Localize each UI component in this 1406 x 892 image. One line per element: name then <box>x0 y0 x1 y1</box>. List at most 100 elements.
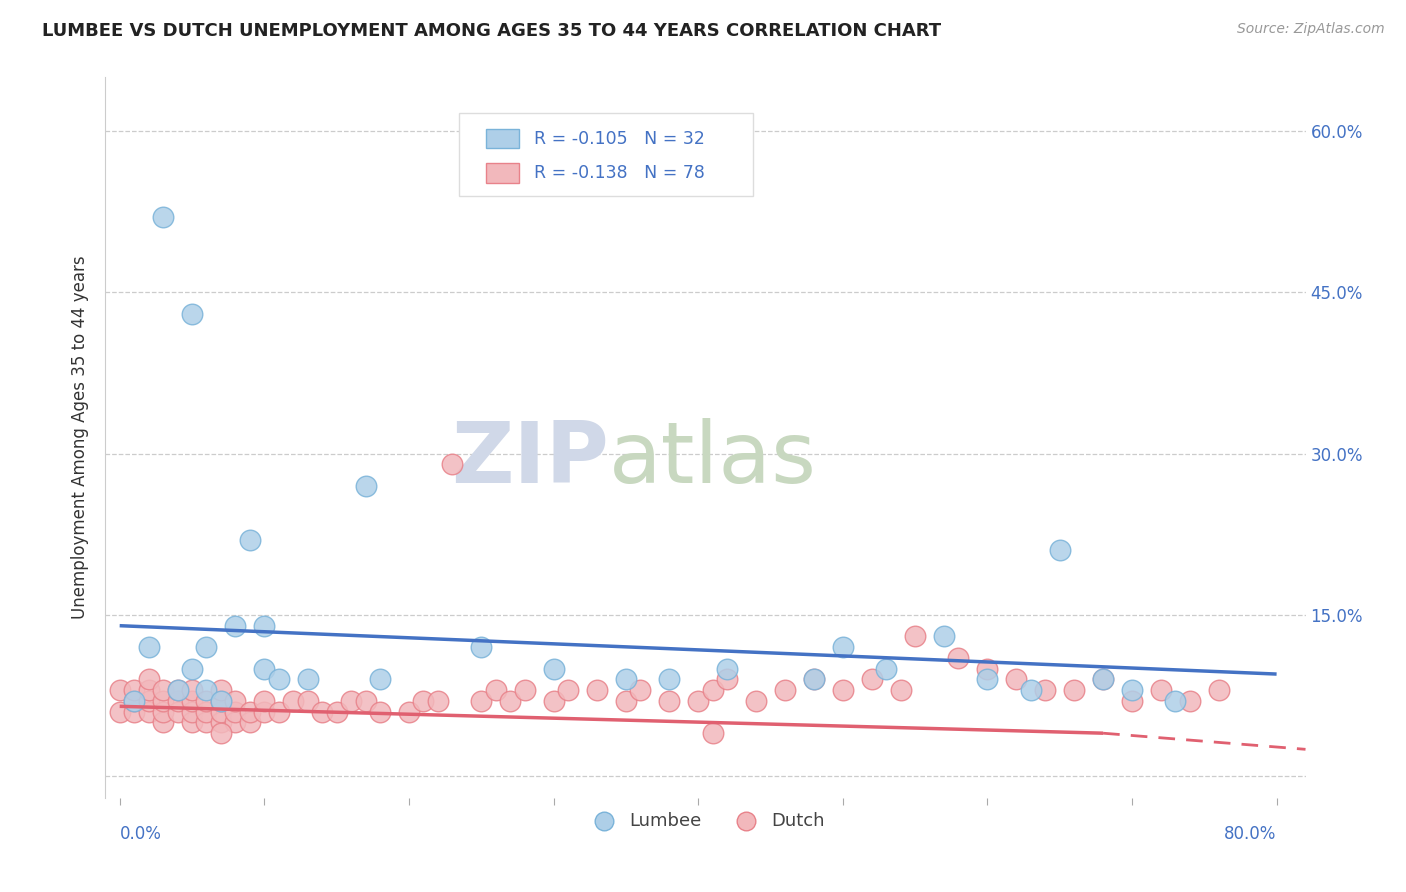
Bar <box>485 163 519 183</box>
Point <box>283 694 305 708</box>
Point <box>1208 683 1230 698</box>
Point <box>108 705 131 719</box>
Point <box>152 694 174 708</box>
Point <box>557 683 579 698</box>
Point <box>239 533 262 547</box>
Point <box>658 694 681 708</box>
Point <box>354 479 377 493</box>
Point <box>1092 673 1115 687</box>
Text: atlas: atlas <box>609 417 817 500</box>
Point <box>152 210 174 224</box>
Point <box>614 673 637 687</box>
Point <box>122 694 145 708</box>
Point <box>209 694 232 708</box>
Point <box>122 705 145 719</box>
Point <box>152 705 174 719</box>
Text: LUMBEE VS DUTCH UNEMPLOYMENT AMONG AGES 35 TO 44 YEARS CORRELATION CHART: LUMBEE VS DUTCH UNEMPLOYMENT AMONG AGES … <box>42 22 941 40</box>
Point <box>166 705 188 719</box>
Point <box>426 694 449 708</box>
Point <box>614 694 637 708</box>
Point <box>253 618 276 632</box>
Text: 0.0%: 0.0% <box>120 824 162 843</box>
Point <box>297 673 319 687</box>
Point <box>543 662 565 676</box>
Point <box>253 705 276 719</box>
Point <box>1092 673 1115 687</box>
Point <box>181 694 204 708</box>
Point <box>745 694 768 708</box>
Point <box>702 683 724 698</box>
Point <box>628 683 651 698</box>
Point <box>122 683 145 698</box>
Text: 80.0%: 80.0% <box>1225 824 1277 843</box>
Point <box>311 705 333 719</box>
Point <box>297 694 319 708</box>
Point <box>138 683 160 698</box>
Point <box>209 715 232 730</box>
Point <box>976 673 998 687</box>
Point <box>152 715 174 730</box>
Point <box>224 618 246 632</box>
Point <box>412 694 434 708</box>
Point <box>368 705 391 719</box>
Point <box>354 694 377 708</box>
Point <box>224 705 246 719</box>
Point <box>166 683 188 698</box>
Point <box>716 673 738 687</box>
Point <box>239 715 262 730</box>
Text: ZIP: ZIP <box>451 417 609 500</box>
Text: Source: ZipAtlas.com: Source: ZipAtlas.com <box>1237 22 1385 37</box>
Point <box>209 683 232 698</box>
Point <box>138 705 160 719</box>
FancyBboxPatch shape <box>460 113 754 196</box>
Point <box>267 705 290 719</box>
Point <box>195 683 218 698</box>
Point <box>239 705 262 719</box>
Point <box>803 673 825 687</box>
Point <box>1150 683 1173 698</box>
Point <box>181 705 204 719</box>
Point <box>1063 683 1085 698</box>
Point <box>108 683 131 698</box>
Point <box>1033 683 1056 698</box>
Point <box>181 683 204 698</box>
Legend: Lumbee, Dutch: Lumbee, Dutch <box>581 806 831 836</box>
Point <box>543 694 565 708</box>
Point <box>267 673 290 687</box>
Bar <box>485 129 519 148</box>
Point <box>1121 694 1143 708</box>
Point <box>340 694 363 708</box>
Point <box>253 694 276 708</box>
Point <box>485 683 508 698</box>
Point <box>398 705 420 719</box>
Point <box>209 694 232 708</box>
Y-axis label: Unemployment Among Ages 35 to 44 years: Unemployment Among Ages 35 to 44 years <box>72 256 89 619</box>
Point <box>122 694 145 708</box>
Point <box>890 683 912 698</box>
Point <box>195 694 218 708</box>
Point <box>904 629 927 643</box>
Point <box>224 694 246 708</box>
Point <box>152 683 174 698</box>
Point <box>773 683 796 698</box>
Point <box>1019 683 1042 698</box>
Point <box>831 683 853 698</box>
Point <box>224 715 246 730</box>
Point <box>195 715 218 730</box>
Point <box>195 640 218 655</box>
Point <box>688 694 710 708</box>
Point <box>325 705 347 719</box>
Point <box>181 715 204 730</box>
Point <box>932 629 955 643</box>
Point <box>138 640 160 655</box>
Point <box>948 651 970 665</box>
Point <box>138 694 160 708</box>
Point <box>138 673 160 687</box>
Point <box>181 662 204 676</box>
Point <box>499 694 522 708</box>
Point <box>470 640 492 655</box>
Point <box>586 683 609 698</box>
Point <box>209 726 232 740</box>
Point <box>166 694 188 708</box>
Point <box>976 662 998 676</box>
